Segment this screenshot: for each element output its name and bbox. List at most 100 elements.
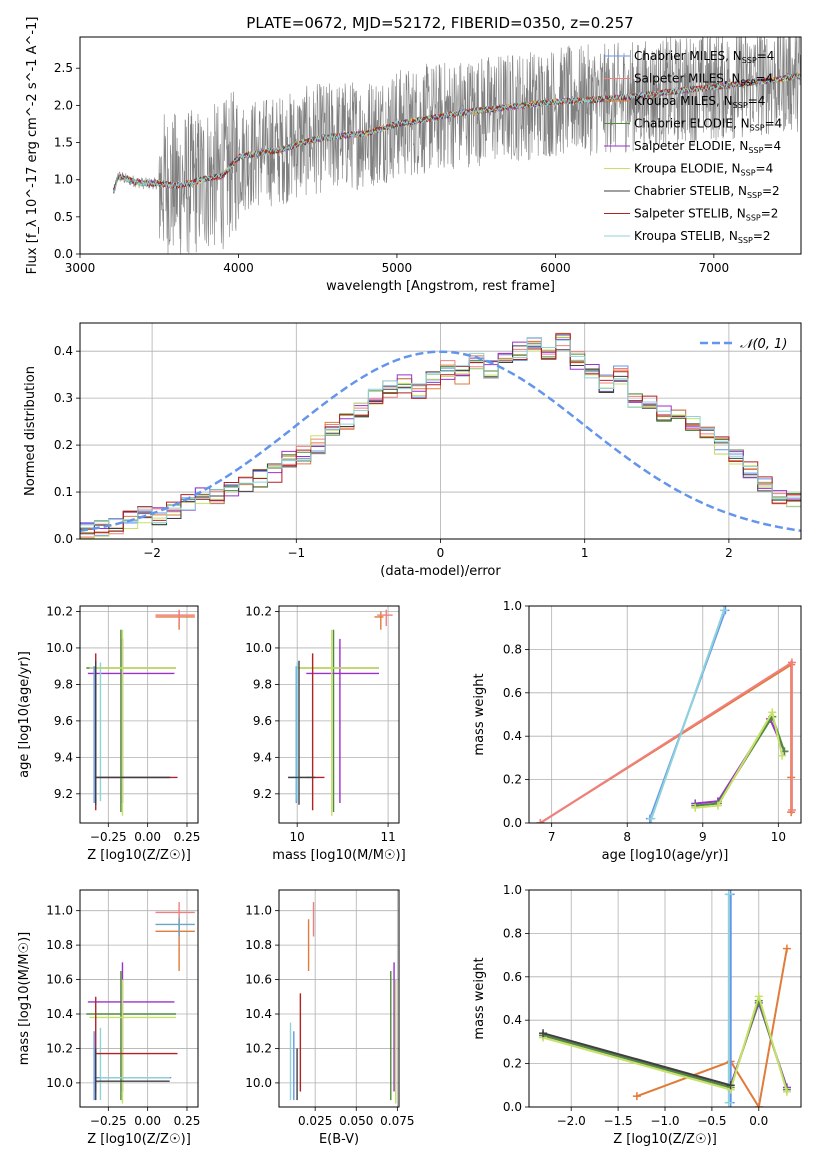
weight-marker (647, 814, 656, 823)
histogram-series (80, 337, 801, 526)
y-axis-label: mass weight (472, 957, 487, 1039)
errorbar-point (95, 660, 170, 805)
x-tick-label: 0.050 (339, 1114, 373, 1128)
y-tick-label: 10.4 (46, 1007, 73, 1021)
errorbar-point (95, 1048, 170, 1101)
weight-marker (768, 708, 777, 717)
weight-marker (724, 890, 733, 899)
y-tick-label: 0.4 (503, 729, 522, 743)
weight-marker (778, 751, 787, 760)
axes-frame (79, 322, 802, 540)
y-tick-label: 10.0 (245, 1076, 272, 1090)
y-tick-label: 0.2 (503, 1057, 522, 1071)
y-tick-label: 2.0 (54, 98, 73, 112)
y-axis-label: mass weight (472, 673, 487, 755)
weight-marker (782, 944, 791, 953)
panel-mass-vs-EBV: 0.025 0.050 0.075 10.0 10.2 10.4 10.6 10.8 11.0 E… (245, 889, 415, 1147)
y-tick-label: 0.0 (503, 1100, 522, 1114)
y-axis-label: Normed distribution (23, 366, 38, 496)
plot-area (112, 37, 801, 254)
y-tick-label: 0.4 (54, 344, 73, 358)
y-tick-label: 10.2 (245, 604, 272, 618)
x-axis-label: Z [log10(Z/Z☉)] (87, 848, 191, 863)
y-tick-label: 0.2 (503, 773, 522, 787)
x-tick-label: 8 (623, 830, 631, 844)
x-tick-label: 2 (725, 546, 733, 560)
y-tick-label: 9.6 (253, 714, 272, 728)
legend-label: Kroupa ELODIE, NSSP=4 (634, 162, 773, 178)
plot-area (86, 609, 195, 816)
errorbar-point (306, 653, 325, 811)
panel-age-vs-mass: 10 11 9.2 9.4 9.6 9.8 10.0 10.2 mass [log10(M/M☉… (245, 604, 405, 863)
y-tick-label: 10.6 (46, 973, 73, 987)
x-tick-label: −2 (143, 546, 161, 560)
y-tick-label: 0.2 (54, 438, 73, 452)
y-tick-label: 0.0 (54, 247, 73, 261)
axes-frame (528, 605, 802, 824)
x-tick-label: −0.25 (90, 830, 127, 844)
errorbar-point (297, 629, 379, 816)
x-tick-label: 11 (380, 830, 395, 844)
plot-area (289, 902, 397, 1104)
errorbar-point (93, 666, 172, 803)
y-tick-label: 0.8 (503, 642, 522, 656)
x-tick-label: 4000 (223, 261, 254, 275)
y-tick-label: 0.1 (54, 485, 73, 499)
y-tick-label: 9.2 (54, 787, 73, 801)
y-tick-label: 10.2 (46, 604, 73, 618)
weight-line (650, 609, 725, 820)
panel-mass-weight-vs-age: 7 8 9 10 0.0 0.2 0.4 0.6 0.8 1.0 age [log10(age/yr… (472, 599, 802, 863)
x-axis-label: Z [log10(Z/Z☉)] (613, 1132, 717, 1147)
y-axis-label: mass [log10(M/M☉)] (17, 932, 32, 1065)
y-tick-label: 10.8 (245, 938, 272, 952)
y-tick-label: 0.3 (54, 391, 73, 405)
y-tick-label: 9.4 (54, 750, 73, 764)
x-tick-label: 0.00 (134, 1114, 161, 1128)
y-tick-label: 0.4 (503, 1013, 522, 1027)
y-tick-label: 10.2 (245, 1041, 272, 1055)
weight-marker (787, 658, 796, 667)
y-tick-label: 2.5 (54, 61, 73, 75)
weight-marker (539, 1029, 548, 1038)
x-tick-label: 9 (699, 830, 707, 844)
x-tick-label: −1.5 (604, 1114, 633, 1128)
y-tick-label: 1.0 (503, 883, 522, 897)
weight-marker (787, 805, 796, 814)
x-tick-label: 6000 (540, 261, 571, 275)
plot-area (86, 902, 195, 1104)
legend-label: Chabrier STELIB, NSSP=2 (634, 184, 780, 200)
errorbar-point (99, 662, 170, 802)
model-spectrum-line (112, 73, 801, 194)
y-tick-label: 0.8 (503, 926, 522, 940)
y-tick-label: 9.8 (253, 677, 272, 691)
weight-marker (754, 1103, 763, 1107)
axes-frame (528, 889, 802, 1108)
weight-line (695, 714, 786, 807)
x-tick-label: 3000 (65, 261, 96, 275)
x-axis-label: Z [log10(Z/Z☉)] (87, 1132, 191, 1147)
y-tick-label: 1.5 (54, 136, 73, 150)
legend-label: Kroupa MILES, NSSP=4 (634, 94, 765, 110)
weight-line (695, 709, 784, 809)
weight-marker (719, 606, 728, 615)
weight-marker (691, 803, 700, 812)
legend-label: Salpeter STELIB, NSSP=2 (634, 207, 778, 223)
y-tick-label: 11.0 (46, 904, 73, 918)
y-tick-label: 9.8 (54, 677, 73, 691)
y-tick-label: 0.6 (503, 970, 522, 984)
weight-marker (726, 1081, 735, 1090)
x-tick-label: −1 (287, 546, 305, 560)
errorbar-point (155, 611, 195, 630)
plot-area (539, 890, 791, 1107)
x-tick-label: 0.0 (749, 1114, 768, 1128)
y-tick-label: 10.2 (46, 1041, 73, 1055)
errorbar-point (377, 609, 393, 627)
errorbar-point (155, 917, 195, 937)
x-tick-label: 0.00 (134, 830, 161, 844)
x-tick-label: −0.5 (697, 1114, 726, 1128)
weight-marker (782, 1087, 791, 1096)
errorbar-point (99, 1027, 170, 1101)
axes-frame (79, 605, 199, 824)
gaussian-curve (80, 350, 801, 533)
legend-label: Chabrier ELODIE, NSSP=4 (634, 117, 782, 133)
